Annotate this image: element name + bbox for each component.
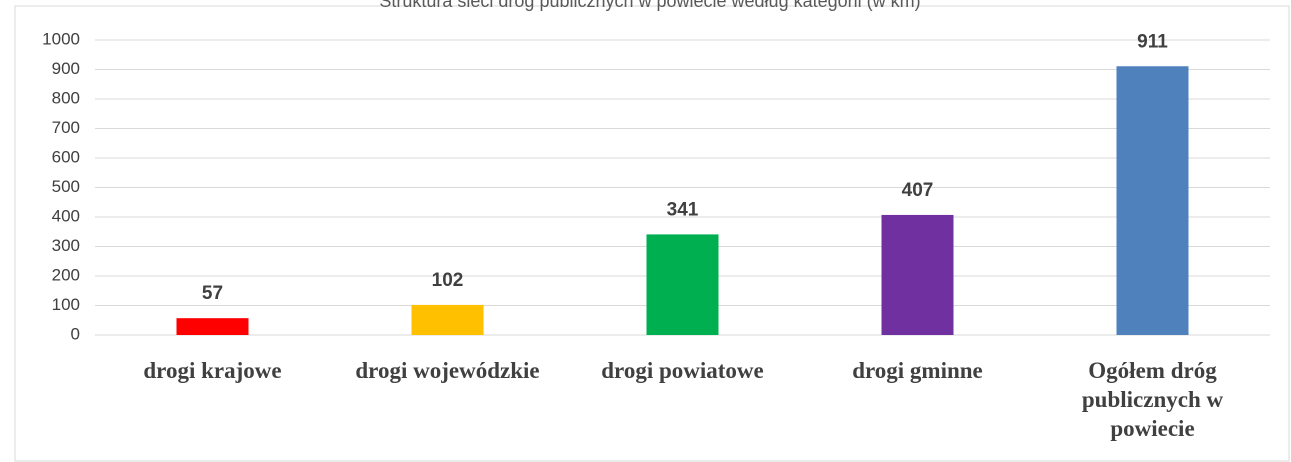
data-label: 57 xyxy=(202,283,223,304)
chart-title: Struktura sieci dróg publicznych w powie… xyxy=(379,0,920,11)
y-tick-label: 900 xyxy=(52,59,80,78)
data-label: 911 xyxy=(1137,31,1168,52)
data-label: 407 xyxy=(902,180,934,201)
data-label: 102 xyxy=(432,270,464,291)
y-tick-label: 0 xyxy=(71,324,80,343)
bar xyxy=(881,214,954,335)
y-tick-label: 200 xyxy=(52,265,80,284)
bar xyxy=(176,318,249,335)
y-tick-label: 1000 xyxy=(42,29,80,48)
chart-frame xyxy=(14,5,1290,462)
data-label: 341 xyxy=(667,199,699,220)
bar xyxy=(411,304,484,335)
x-tick-label: Ogółem dróg publicznych w powiecie xyxy=(1081,358,1224,441)
y-tick-label: 600 xyxy=(52,147,80,166)
x-tick-label: drogi wojewódzkie xyxy=(355,358,540,383)
y-tick-label: 800 xyxy=(52,88,80,107)
x-tick-label: drogi gminne xyxy=(852,358,983,383)
y-tick-label: 100 xyxy=(52,295,80,314)
y-tick-label: 500 xyxy=(52,177,80,196)
y-tick-label: 300 xyxy=(52,236,80,255)
x-tick-label: drogi krajowe xyxy=(143,358,282,383)
y-tick-label: 400 xyxy=(52,206,80,225)
bar xyxy=(646,234,719,335)
bar xyxy=(1116,66,1189,335)
y-tick-label: 700 xyxy=(52,118,80,137)
x-tick-label: drogi powiatowe xyxy=(601,358,764,383)
